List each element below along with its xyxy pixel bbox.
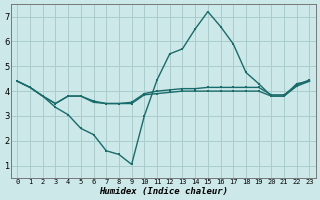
X-axis label: Humidex (Indice chaleur): Humidex (Indice chaleur) <box>99 187 228 196</box>
